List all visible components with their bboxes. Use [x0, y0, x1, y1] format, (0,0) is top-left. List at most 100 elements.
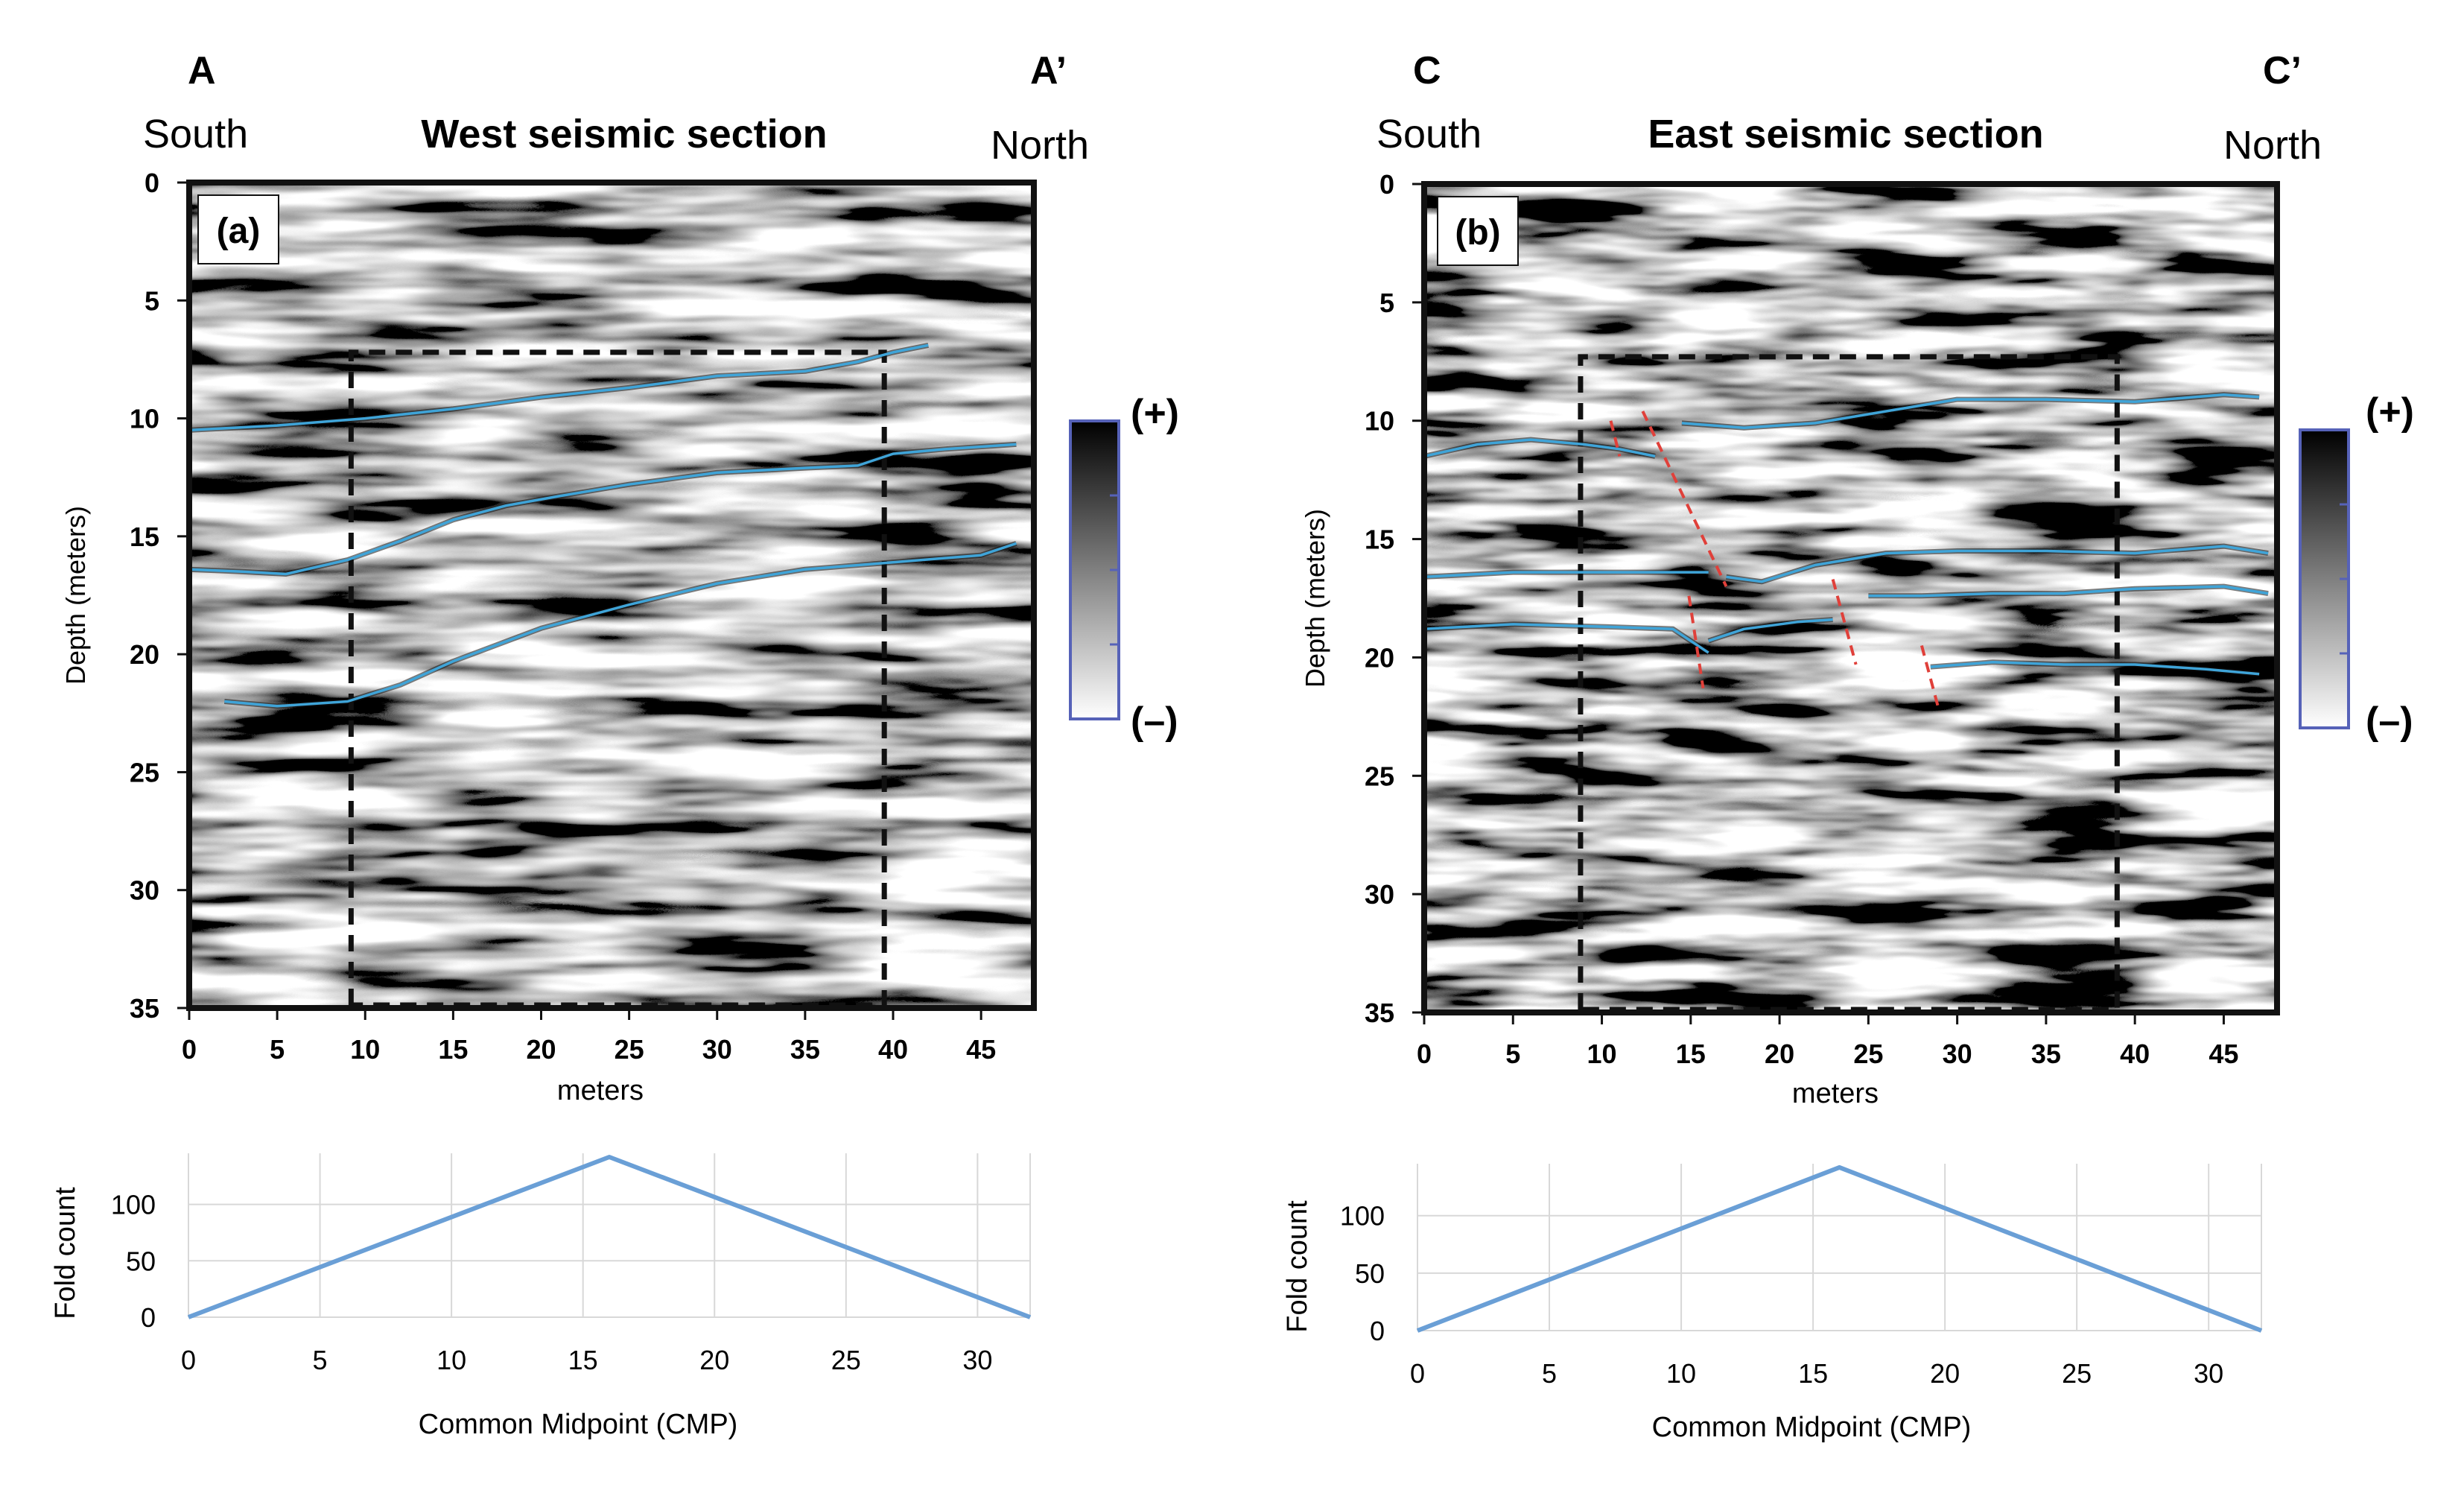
x-tick-label: 15: [438, 1034, 468, 1065]
y-tick-label: 30: [1365, 879, 1394, 910]
horizon-line: [188, 443, 1017, 576]
x-tick-label: 15: [1798, 1358, 1828, 1389]
seismic-image: [1424, 184, 2277, 1012]
plot-frame: [186, 180, 1037, 1011]
horizons: [188, 342, 1017, 709]
x-tick-label: 5: [313, 1345, 328, 1375]
panel-label-box: [197, 194, 279, 264]
y-tick-label: 100: [1340, 1201, 1385, 1232]
x-tick-label: 10: [436, 1345, 466, 1375]
x-tick-label: 0: [181, 1345, 196, 1375]
fault-line: [1609, 420, 1622, 457]
y-tick-label: 20: [1365, 642, 1394, 673]
x-tick-label: 0: [1417, 1039, 1432, 1069]
y-tick-label: 5: [145, 285, 159, 316]
colorbar-minus-label: (–): [1131, 700, 1178, 743]
section-title: East seismic section: [1648, 112, 2043, 156]
x-tick-label: 0: [182, 1034, 197, 1065]
fold-series: [187, 1155, 1032, 1319]
y-ticks: 0 5 10 15 20 25 30 35: [1365, 169, 1424, 1028]
panel-label: (a): [217, 212, 261, 251]
x-ticks: 0 5 10 15 20 25 30 35 40 45: [1417, 1012, 2238, 1069]
section-title: West seismic section: [421, 112, 827, 156]
y-tick-label: 0: [141, 1302, 156, 1333]
y-tick-label: 20: [130, 639, 159, 670]
panel-east: C C’ South North East seismic section (b…: [1300, 49, 2414, 1109]
x-tick-label: 15: [1676, 1039, 1706, 1069]
y-tick-label: 0: [1370, 1316, 1385, 1346]
horizon-line: [188, 343, 929, 432]
x-tick-label: 5: [1505, 1039, 1520, 1069]
x-axis-label: Common Midpoint (CMP): [1652, 1412, 1972, 1443]
x-tick-label: 5: [270, 1034, 285, 1065]
seismic-image: [189, 183, 1034, 1008]
horizon-line: [224, 542, 1017, 708]
x-tick-label: 25: [831, 1345, 861, 1375]
y-tick-label: 30: [130, 875, 159, 906]
y-tick-label: 35: [130, 993, 159, 1024]
x-ticks: 0 5 10 15 20 25 30: [181, 1345, 992, 1375]
plot-frame: [1421, 181, 2280, 1015]
horizons: [1423, 392, 2269, 677]
fault-line: [1831, 579, 1858, 665]
y-tick-label: 0: [145, 168, 159, 198]
fold-chart-west: 0 50 100 0 5 10 15 20 25 30 Fold count Common Mi…: [50, 1153, 1032, 1440]
x-tick-label: 15: [568, 1345, 598, 1375]
y-tick-label: 10: [1365, 406, 1394, 437]
horizon-line: [1868, 585, 2269, 598]
colorbar-plus-label: (+): [2366, 390, 2414, 434]
colorbar-minus-label: (–): [2366, 700, 2413, 743]
y-tick-label: 25: [130, 757, 159, 787]
y-tick-label: 15: [130, 522, 159, 552]
x-tick-label: 30: [2194, 1358, 2223, 1389]
horizon-line: [1726, 545, 2269, 583]
y-tick-label: 15: [1365, 524, 1394, 555]
horizon-line: [1708, 618, 1833, 642]
panel-west: A A’ South North West seismic section (a…: [60, 49, 1179, 1106]
x-tick-label: 45: [966, 1034, 996, 1065]
x-tick-label: 20: [526, 1034, 556, 1065]
x-tick-label: 25: [1853, 1039, 1883, 1069]
colorbar-plus-label: (+): [1131, 392, 1179, 435]
y-tick-label: 25: [1365, 761, 1394, 791]
end-direction: North: [2223, 123, 2322, 168]
x-tick-label: 20: [1930, 1358, 1960, 1389]
fault-line: [1641, 411, 1728, 587]
horizon-line: [1423, 623, 1709, 654]
faults: [1609, 411, 1941, 713]
x-tick-label: 25: [2062, 1358, 2092, 1389]
y-axis-label: Depth (meters): [1300, 509, 1330, 688]
y-tick-label: 35: [1365, 998, 1394, 1028]
y-ticks: 0 5 10 15 20 25 30 35: [130, 168, 189, 1024]
y-tick-label: 100: [111, 1190, 156, 1220]
fold-series: [1416, 1164, 2263, 1333]
start-direction: South: [1377, 112, 1482, 156]
y-tick-label: 0: [1379, 169, 1394, 200]
horizon-line: [1423, 438, 1656, 458]
x-tick-label: 30: [1943, 1039, 1972, 1069]
x-tick-label: 30: [702, 1034, 732, 1065]
start-letter: A: [188, 49, 216, 92]
x-axis-label: meters: [557, 1075, 644, 1106]
start-direction: South: [143, 112, 248, 156]
fault-line: [1687, 595, 1705, 689]
y-tick-label: 10: [130, 404, 159, 434]
x-tick-label: 40: [2120, 1039, 2150, 1069]
grid: [188, 1153, 1031, 1318]
fold-chart-east: 0 50 100 0 5 10 15 20 25 30 Fold count Common Mi…: [1282, 1164, 2263, 1443]
start-letter: C: [1413, 49, 1441, 92]
end-direction: North: [991, 123, 1089, 168]
x-tick-label: 35: [790, 1034, 820, 1065]
y-tick-label: 5: [1379, 288, 1394, 318]
fold-series-line: [187, 1155, 1032, 1319]
y-ticks: 0 50 100: [111, 1190, 156, 1333]
x-tick-label: 35: [2031, 1039, 2061, 1069]
colorbar: (+) (–): [1069, 392, 1179, 743]
end-letter: A’: [1030, 49, 1067, 92]
y-axis-label: Fold count: [50, 1187, 81, 1319]
horizon-line: [1423, 571, 1709, 579]
x-tick-label: 45: [2209, 1039, 2238, 1069]
colorbar: (+) (–): [2299, 390, 2414, 743]
x-tick-label: 25: [615, 1034, 644, 1065]
